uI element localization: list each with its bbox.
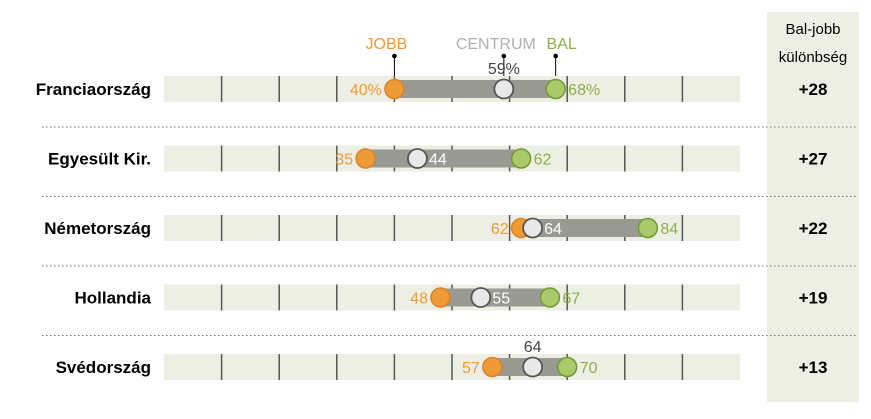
dot-center: [522, 356, 544, 378]
country-label: Németország: [44, 219, 151, 238]
dot-left: [556, 356, 578, 378]
range-bar: [394, 80, 556, 98]
dot-left: [545, 78, 566, 100]
value-label-left: 68%: [568, 82, 600, 99]
difference-value: +27: [799, 150, 828, 169]
legend-label-center: CENTRUM: [456, 36, 536, 53]
country-label: Hollandia: [74, 289, 151, 308]
legend-leader-dot: [392, 53, 397, 59]
legend-leader-dot: [553, 53, 558, 59]
dot-right: [430, 287, 451, 308]
country-label: Egyesült Kir.: [48, 150, 151, 169]
value-label-center: 64: [524, 339, 542, 356]
range-bar: [521, 219, 648, 237]
value-label-center: 59%: [488, 61, 520, 78]
difference-header-line1: Bal-jobb: [785, 21, 840, 38]
dot-right: [482, 356, 503, 378]
dot-left: [510, 148, 532, 169]
legend-label-left: BAL: [547, 36, 577, 53]
dot-center: [407, 148, 428, 169]
row-2: Németország +22 62 84 64: [44, 215, 827, 241]
value-label-center: 55: [492, 291, 510, 308]
dot-left: [637, 217, 659, 239]
range-bar: [365, 149, 522, 168]
value-label-left: 84: [660, 221, 678, 238]
value-label-left: 70: [580, 360, 598, 377]
country-label: Franciaország: [36, 80, 151, 99]
row-1: Egyesült Kir. +27 35 62 44: [48, 145, 828, 172]
difference-value: +13: [799, 358, 828, 377]
row-0: Franciaország +28 40% 68% 59%: [36, 61, 828, 102]
value-label-center: 64: [544, 221, 562, 238]
difference-panel: [767, 12, 859, 402]
country-label: Svédország: [56, 358, 151, 377]
dot-right: [384, 78, 405, 100]
value-label-right: 62: [491, 221, 509, 238]
value-label-left: 62: [534, 152, 552, 169]
value-label-right: 48: [410, 291, 428, 308]
value-label-right: 35: [335, 152, 353, 169]
legend-label-right: JOBB: [366, 36, 408, 53]
dot-left: [539, 287, 561, 308]
rows: Franciaország +28 40% 68% 59% Egyesült Kir. +2…: [36, 61, 858, 380]
row-3: Hollandia +19 48 67 55: [74, 284, 828, 311]
dot-center: [470, 287, 492, 308]
dot-center: [493, 78, 515, 100]
value-label-left: 67: [562, 291, 580, 308]
dot-right: [355, 148, 376, 169]
value-label-right: 57: [462, 360, 480, 377]
difference-value: +28: [799, 80, 828, 99]
dot-center: [522, 217, 544, 239]
value-label-center: 44: [429, 152, 447, 169]
difference-value: +19: [799, 289, 828, 308]
difference-header-line2: különbség: [779, 49, 847, 66]
row-4: Svédország +13 57 70 64: [56, 339, 828, 380]
value-label-right: 40%: [350, 82, 382, 99]
legend-leader-dot: [501, 53, 507, 59]
difference-value: +22: [799, 219, 828, 238]
legend: JOBB CENTRUM BAL: [366, 36, 577, 80]
range-bar: [440, 288, 550, 307]
